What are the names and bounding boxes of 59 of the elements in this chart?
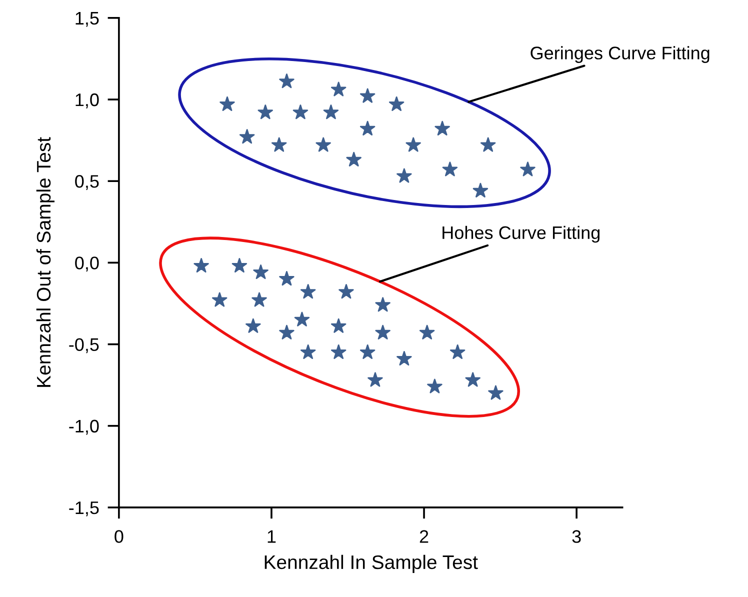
point: [292, 104, 308, 120]
point: [279, 271, 294, 286]
point: [232, 258, 248, 273]
point: [300, 344, 316, 360]
x-tick-label: 1: [268, 530, 276, 543]
point: [360, 88, 376, 103]
point: [396, 168, 412, 183]
point: [480, 137, 496, 152]
y-tick-label: 0,0: [75, 256, 99, 272]
y-tick-label: 1,5: [76, 12, 99, 27]
point: [258, 104, 273, 120]
point: [346, 152, 362, 166]
x-tick-label: 3: [572, 530, 581, 543]
point: [368, 372, 383, 387]
x-tick-label: 0: [114, 530, 124, 543]
point: [375, 297, 390, 312]
point: [300, 284, 316, 299]
point: [220, 96, 235, 111]
y-tick-label: 0,5: [75, 175, 99, 190]
y-tick-label: -1,0: [69, 420, 99, 435]
y-axis-title: Kennzahl Out of Sample Test: [36, 137, 54, 387]
x-tick-label: 2: [420, 530, 428, 543]
point: [253, 264, 268, 280]
point: [360, 344, 376, 360]
point: [388, 96, 404, 111]
point: [406, 137, 421, 152]
point: [239, 129, 255, 144]
point: [323, 104, 339, 120]
point: [427, 378, 442, 394]
point: [472, 182, 488, 198]
point: [465, 372, 480, 387]
annotation: Hohes Curve Fitting: [442, 226, 600, 243]
point: [442, 162, 458, 176]
point: [316, 137, 331, 152]
point: [520, 162, 536, 176]
point: [360, 120, 376, 136]
point: [434, 120, 450, 136]
point: [194, 258, 209, 273]
y-tick-label: -0,5: [69, 338, 99, 354]
annotation: Geringes Curve Fitting: [530, 46, 710, 63]
point: [279, 324, 294, 340]
point: [338, 284, 354, 299]
point: [271, 137, 287, 152]
point: [419, 324, 435, 340]
point: [330, 82, 346, 96]
point: [450, 344, 466, 360]
point: [252, 292, 267, 307]
point: [396, 350, 412, 366]
point: [488, 385, 504, 400]
y-tick-label: -1,5: [69, 502, 99, 516]
y-tick-label: 1,0: [76, 93, 99, 108]
point: [330, 318, 346, 333]
point: [212, 292, 228, 307]
x-axis-title: Kennzahl In Sample Test: [264, 554, 478, 573]
point: [375, 324, 390, 340]
point: [279, 74, 294, 88]
point: [246, 318, 261, 333]
point: [330, 344, 346, 360]
point: [294, 312, 310, 326]
